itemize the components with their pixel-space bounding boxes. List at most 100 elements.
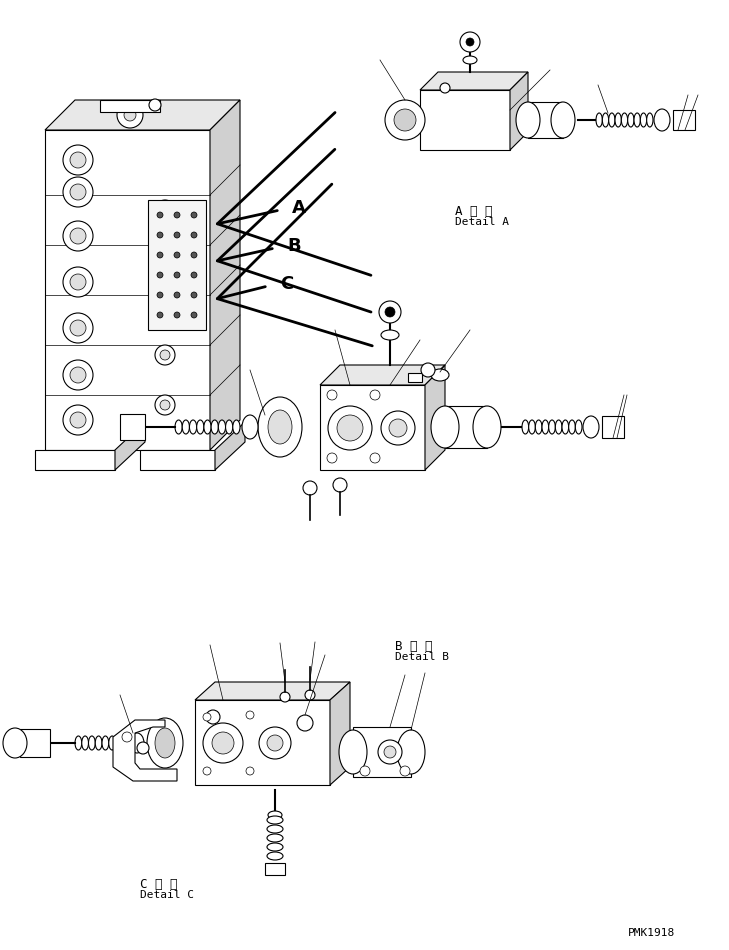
Ellipse shape	[522, 420, 529, 434]
Circle shape	[137, 742, 149, 754]
Ellipse shape	[3, 728, 27, 758]
Polygon shape	[45, 100, 240, 130]
Circle shape	[155, 295, 175, 315]
Circle shape	[157, 312, 163, 318]
Polygon shape	[45, 130, 210, 450]
Ellipse shape	[122, 736, 129, 750]
Bar	[265, 863, 285, 875]
Ellipse shape	[109, 736, 115, 750]
Circle shape	[157, 272, 163, 278]
Ellipse shape	[535, 420, 542, 434]
Circle shape	[421, 363, 435, 377]
Circle shape	[70, 228, 86, 244]
Circle shape	[70, 412, 86, 428]
Ellipse shape	[615, 113, 621, 127]
Bar	[100, 100, 160, 112]
Ellipse shape	[602, 113, 609, 127]
Circle shape	[305, 690, 315, 700]
Circle shape	[149, 99, 161, 111]
Circle shape	[70, 274, 86, 290]
Ellipse shape	[190, 420, 197, 434]
Circle shape	[259, 727, 291, 759]
Circle shape	[160, 250, 170, 260]
Circle shape	[394, 109, 416, 131]
Ellipse shape	[242, 415, 258, 439]
Circle shape	[212, 732, 234, 754]
Circle shape	[379, 301, 401, 323]
Ellipse shape	[397, 730, 425, 774]
Polygon shape	[320, 385, 425, 470]
Circle shape	[70, 320, 86, 336]
Circle shape	[203, 713, 211, 721]
Circle shape	[191, 212, 197, 218]
Ellipse shape	[130, 733, 144, 753]
Circle shape	[280, 692, 290, 702]
Circle shape	[160, 400, 170, 410]
Circle shape	[174, 292, 180, 298]
Ellipse shape	[197, 420, 204, 434]
Circle shape	[460, 32, 480, 52]
Bar	[20, 729, 50, 757]
Ellipse shape	[211, 420, 218, 434]
Circle shape	[303, 481, 317, 495]
Ellipse shape	[182, 420, 190, 434]
Ellipse shape	[155, 728, 175, 758]
Polygon shape	[215, 422, 245, 470]
Ellipse shape	[268, 410, 292, 444]
Ellipse shape	[516, 102, 540, 138]
Ellipse shape	[609, 113, 615, 127]
Circle shape	[267, 735, 283, 751]
Ellipse shape	[529, 420, 535, 434]
Circle shape	[157, 252, 163, 258]
Bar	[528, 102, 563, 138]
Circle shape	[333, 478, 347, 492]
Circle shape	[63, 360, 93, 390]
Circle shape	[70, 152, 86, 168]
Bar	[445, 406, 487, 448]
Text: B: B	[287, 237, 300, 255]
Ellipse shape	[233, 420, 240, 434]
Ellipse shape	[95, 736, 102, 750]
Polygon shape	[140, 450, 215, 470]
Circle shape	[155, 395, 175, 415]
Bar	[148, 200, 206, 330]
Ellipse shape	[218, 420, 225, 434]
Circle shape	[327, 453, 337, 463]
Circle shape	[155, 200, 175, 220]
Text: Detail A: Detail A	[455, 217, 509, 227]
Circle shape	[174, 252, 180, 258]
Circle shape	[246, 767, 254, 775]
Ellipse shape	[339, 730, 367, 774]
Circle shape	[191, 272, 197, 278]
Circle shape	[370, 453, 380, 463]
Ellipse shape	[628, 113, 634, 127]
Ellipse shape	[562, 420, 569, 434]
Circle shape	[63, 267, 93, 297]
Circle shape	[191, 312, 197, 318]
Ellipse shape	[551, 102, 575, 138]
Text: A 詳 細: A 詳 細	[455, 205, 493, 218]
Circle shape	[378, 740, 402, 764]
Ellipse shape	[267, 834, 283, 842]
Circle shape	[328, 406, 372, 450]
Ellipse shape	[102, 736, 109, 750]
Bar	[408, 373, 422, 382]
Polygon shape	[113, 720, 177, 781]
Polygon shape	[510, 72, 528, 150]
Ellipse shape	[463, 56, 477, 64]
Circle shape	[63, 177, 93, 207]
Ellipse shape	[258, 397, 302, 457]
Circle shape	[63, 405, 93, 435]
Ellipse shape	[267, 825, 283, 833]
Circle shape	[157, 292, 163, 298]
Circle shape	[203, 723, 243, 763]
Polygon shape	[330, 682, 350, 785]
Ellipse shape	[575, 420, 582, 434]
Ellipse shape	[555, 420, 562, 434]
Circle shape	[337, 415, 363, 441]
Text: Detail B: Detail B	[395, 652, 449, 662]
Circle shape	[155, 245, 175, 265]
Circle shape	[70, 367, 86, 383]
Polygon shape	[420, 72, 528, 90]
Circle shape	[63, 145, 93, 175]
